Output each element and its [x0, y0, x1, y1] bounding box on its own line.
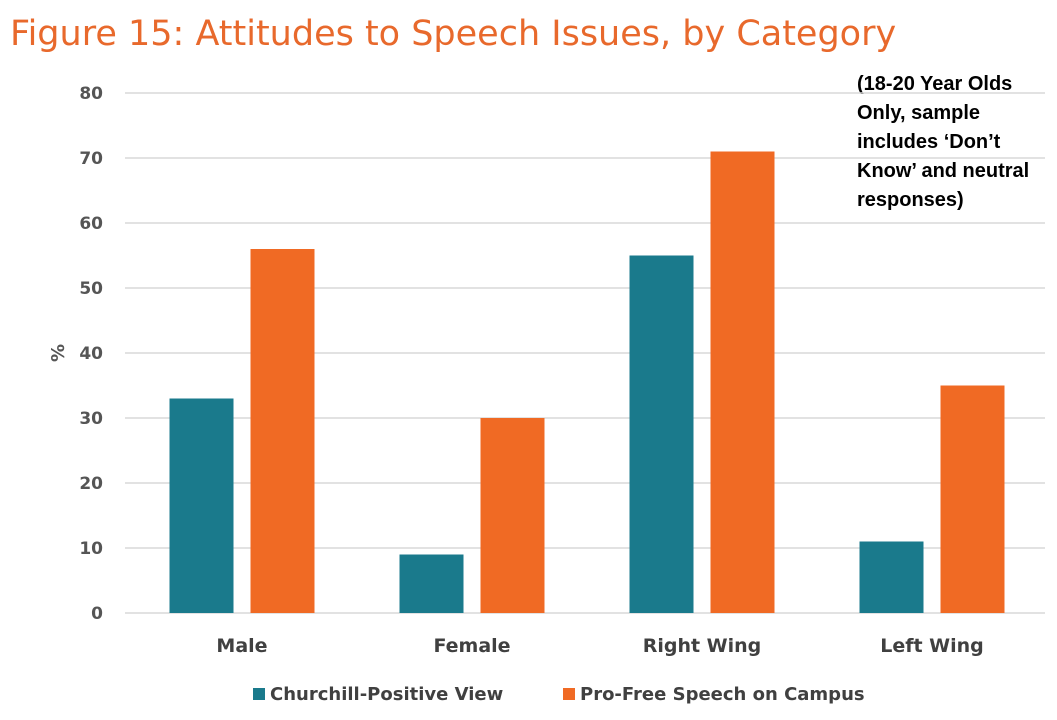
y-tick-label: 30 — [79, 409, 103, 429]
bar-free-speech-male — [250, 249, 315, 613]
bar-churchill-female — [399, 554, 464, 613]
y-axis-label: % — [48, 344, 69, 362]
legend-label: Churchill-Positive View — [270, 684, 503, 705]
y-tick-label: 80 — [79, 84, 103, 104]
y-tick-label: 0 — [91, 604, 103, 624]
y-tick-label: 40 — [79, 344, 103, 364]
legend-swatch-1 — [563, 688, 575, 700]
y-tick-label: 70 — [79, 149, 103, 169]
bar-free-speech-female — [480, 418, 545, 613]
chart-title: Figure 15: Attitudes to Speech Issues, b… — [10, 14, 897, 54]
bar-churchill-right-wing — [629, 255, 694, 613]
y-tick-label: 20 — [79, 474, 103, 494]
x-tick-label: Female — [433, 635, 510, 657]
bar-free-speech-right-wing — [710, 151, 775, 613]
chart-note: (18-20 Year Olds Only, sample includes ‘… — [857, 73, 1030, 211]
y-tick-label: 60 — [79, 214, 103, 234]
y-tick-label: 10 — [79, 539, 103, 559]
bar-churchill-left-wing — [859, 541, 924, 613]
x-tick-label: Male — [216, 635, 267, 657]
bar-churchill-male — [169, 398, 234, 613]
x-tick-label: Left Wing — [880, 635, 984, 657]
legend-swatch-0 — [253, 688, 265, 700]
y-tick-label: 50 — [79, 279, 103, 299]
x-tick-label: Right Wing — [643, 635, 762, 657]
bar-free-speech-left-wing — [940, 385, 1005, 613]
legend-label: Pro-Free Speech on Campus — [580, 684, 865, 705]
